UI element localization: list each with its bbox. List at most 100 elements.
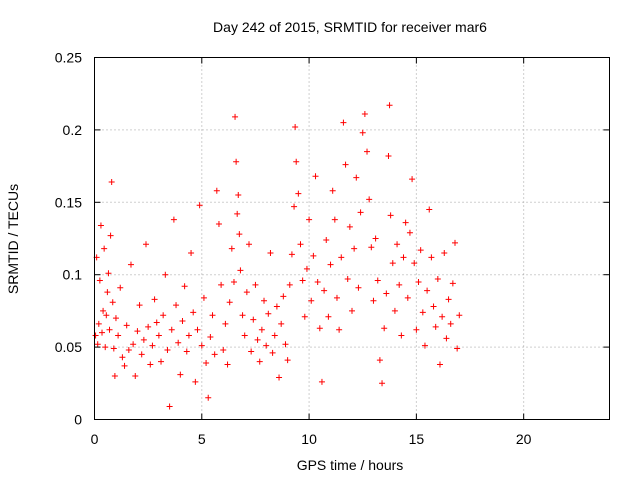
data-point bbox=[293, 158, 300, 165]
data-point bbox=[215, 221, 222, 228]
data-point bbox=[329, 187, 336, 194]
data-point bbox=[109, 299, 116, 306]
data-point bbox=[351, 245, 358, 252]
data-point bbox=[136, 302, 143, 309]
data-point bbox=[436, 361, 443, 368]
data-point bbox=[235, 192, 242, 199]
data-point bbox=[308, 297, 315, 304]
x-tick-label: 0 bbox=[91, 431, 99, 447]
data-point bbox=[188, 249, 195, 256]
data-point bbox=[237, 267, 244, 274]
data-point bbox=[218, 281, 225, 288]
data-point bbox=[276, 374, 283, 381]
data-point bbox=[96, 277, 103, 284]
data-point bbox=[110, 345, 117, 352]
data-point bbox=[364, 148, 371, 155]
data-point bbox=[424, 287, 431, 294]
y-tick-label: 0.2 bbox=[63, 122, 83, 138]
data-point bbox=[280, 293, 287, 300]
data-point bbox=[303, 265, 310, 272]
y-axis-label: SRMTID / TECUs bbox=[5, 184, 21, 294]
data-point bbox=[246, 241, 252, 248]
data-point bbox=[267, 249, 274, 256]
data-point bbox=[269, 349, 276, 356]
data-point bbox=[421, 342, 428, 349]
data-point bbox=[376, 357, 383, 364]
data-point bbox=[383, 290, 390, 297]
data-point bbox=[125, 346, 132, 353]
data-point bbox=[357, 209, 364, 216]
data-point bbox=[402, 219, 409, 226]
data-point bbox=[108, 179, 115, 186]
data-point bbox=[327, 261, 334, 268]
data-point bbox=[127, 261, 134, 268]
data-point bbox=[353, 174, 360, 181]
data-point bbox=[318, 378, 325, 385]
data-point bbox=[205, 394, 212, 401]
data-point bbox=[301, 313, 308, 320]
data-point bbox=[207, 333, 214, 340]
data-point bbox=[273, 303, 280, 310]
plot-frame bbox=[94, 57, 610, 420]
grid-lines bbox=[94, 57, 610, 420]
data-point bbox=[119, 354, 126, 361]
data-point bbox=[389, 260, 396, 267]
data-point bbox=[241, 332, 248, 339]
data-point bbox=[366, 196, 373, 203]
data-point bbox=[134, 328, 141, 335]
data-point bbox=[333, 294, 340, 301]
data-point bbox=[288, 251, 295, 258]
data-point bbox=[121, 362, 128, 369]
data-point bbox=[252, 281, 259, 288]
data-point bbox=[192, 378, 199, 385]
data-point bbox=[162, 271, 169, 278]
data-point bbox=[282, 341, 289, 348]
data-point bbox=[381, 325, 388, 332]
data-point bbox=[312, 173, 319, 180]
data-point bbox=[331, 216, 338, 223]
data-point bbox=[100, 307, 107, 314]
data-point bbox=[149, 342, 156, 349]
data-point bbox=[299, 277, 306, 284]
data-point bbox=[355, 284, 362, 291]
data-point bbox=[99, 329, 106, 336]
data-point bbox=[95, 320, 102, 327]
data-point bbox=[434, 276, 441, 283]
data-point bbox=[265, 310, 272, 317]
data-point bbox=[456, 312, 463, 319]
x-tick-labels: 0 5 10 15 20 bbox=[91, 431, 532, 447]
data-point bbox=[404, 294, 411, 301]
data-point bbox=[428, 254, 435, 261]
data-point bbox=[314, 278, 321, 285]
data-point bbox=[130, 341, 137, 348]
data-point bbox=[340, 119, 347, 126]
data-point bbox=[164, 346, 171, 353]
data-point bbox=[92, 332, 99, 339]
data-point bbox=[439, 313, 446, 320]
data-point bbox=[316, 325, 323, 332]
data-point bbox=[394, 241, 401, 248]
data-point bbox=[194, 326, 201, 333]
data-point bbox=[190, 309, 197, 316]
data-point bbox=[236, 231, 243, 238]
data-point bbox=[200, 294, 207, 301]
data-point bbox=[306, 216, 313, 223]
data-point bbox=[430, 303, 437, 310]
data-point bbox=[158, 358, 165, 365]
data-point bbox=[391, 307, 398, 314]
data-point bbox=[370, 297, 377, 304]
data-point bbox=[271, 332, 278, 339]
data-point bbox=[417, 247, 424, 254]
data-point bbox=[153, 319, 160, 326]
data-point bbox=[179, 318, 186, 325]
data-point bbox=[250, 316, 257, 323]
data-point bbox=[385, 152, 392, 159]
data-point bbox=[374, 277, 381, 284]
data-point bbox=[449, 280, 456, 287]
data-point bbox=[409, 176, 416, 183]
data-point bbox=[372, 235, 379, 242]
data-point bbox=[151, 296, 158, 303]
data-point bbox=[310, 252, 317, 259]
data-point bbox=[295, 190, 302, 197]
data-point bbox=[248, 348, 255, 355]
